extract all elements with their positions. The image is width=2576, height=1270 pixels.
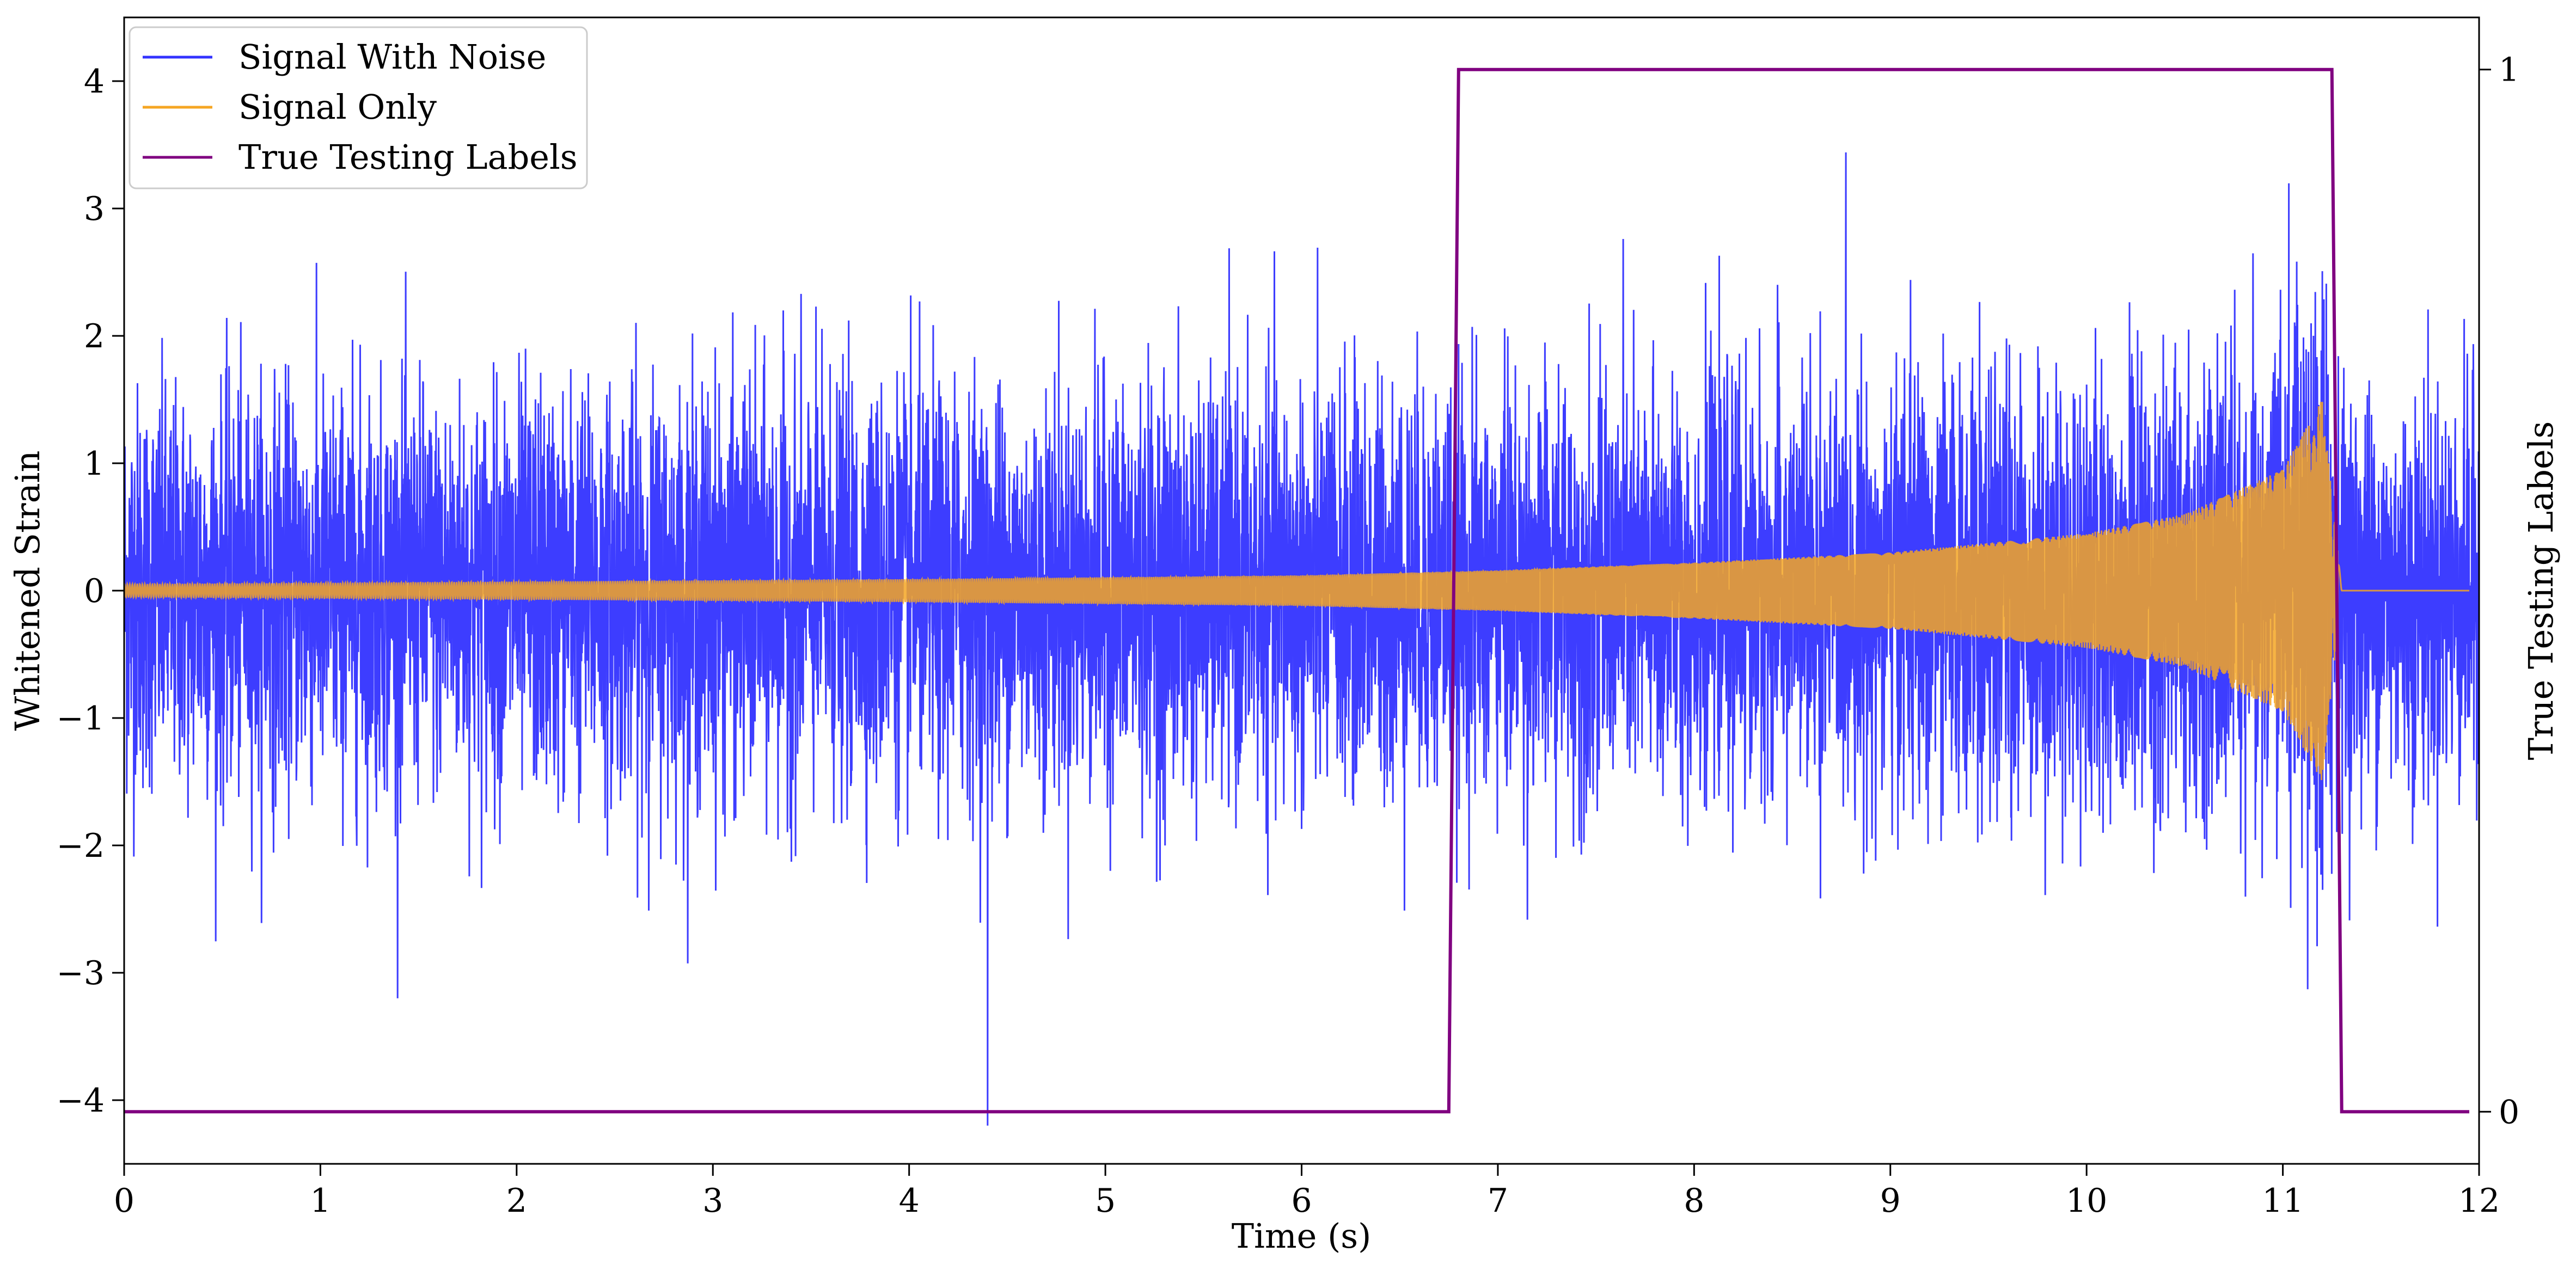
- y-axis-label: Whitened Strain: [8, 451, 47, 731]
- x-tick-label: 12: [2458, 1182, 2500, 1220]
- signal-only-line: [124, 402, 2469, 781]
- legend-label-signal-only: Signal Only: [238, 87, 437, 127]
- x-tick-label: 1: [310, 1182, 331, 1220]
- y-axis-right: 01: [2479, 51, 2519, 1131]
- x-tick-label: 0: [114, 1182, 134, 1220]
- y-axis-left: −4 −3 −2 −1 0 1 2 3 4: [57, 63, 124, 1120]
- x-tick-label: 4: [899, 1182, 920, 1220]
- x-tick-label: 3: [702, 1182, 723, 1220]
- y-tick-label: 3: [84, 190, 105, 228]
- x-tick-label: 9: [1880, 1182, 1901, 1220]
- y-tick-label: −2: [57, 827, 105, 865]
- x-tick-label: 7: [1488, 1182, 1508, 1220]
- y-tick-label: −4: [57, 1082, 105, 1120]
- legend-label-signal-with-noise: Signal With Noise: [238, 37, 546, 77]
- y2-tick-label: 1: [2499, 51, 2519, 89]
- y2-tick-label: 0: [2499, 1093, 2519, 1131]
- x-axis-label: Time (s): [1232, 1216, 1372, 1256]
- legend: Signal With Noise Signal Only True Testi…: [129, 26, 588, 189]
- x-axis: 0 1 2 3 4 5 6 7 8 9 10 11 12: [114, 1164, 2500, 1220]
- x-tick-label: 11: [2262, 1182, 2303, 1220]
- x-tick-label: 8: [1684, 1182, 1704, 1220]
- y2-axis-label: True Testing Labels: [2521, 421, 2561, 760]
- true-testing-labels-series: [124, 68, 2469, 1114]
- x-tick-label: 5: [1095, 1182, 1116, 1220]
- y-tick-label: −3: [57, 954, 105, 992]
- y-tick-label: 0: [84, 572, 105, 610]
- x-tick-label: 2: [506, 1182, 527, 1220]
- legend-label-true-testing-labels: True Testing Labels: [238, 137, 578, 177]
- true-testing-labels-line: [124, 68, 2469, 1114]
- y-tick-label: 2: [84, 317, 105, 355]
- x-tick-label: 6: [1291, 1182, 1312, 1220]
- y-tick-label: −1: [57, 700, 105, 738]
- y-tick-label: 4: [84, 63, 105, 101]
- signal-only-series: [124, 402, 2469, 781]
- legend-box: [129, 26, 588, 189]
- y-tick-label: 1: [84, 445, 105, 483]
- x-tick-label: 10: [2066, 1182, 2107, 1220]
